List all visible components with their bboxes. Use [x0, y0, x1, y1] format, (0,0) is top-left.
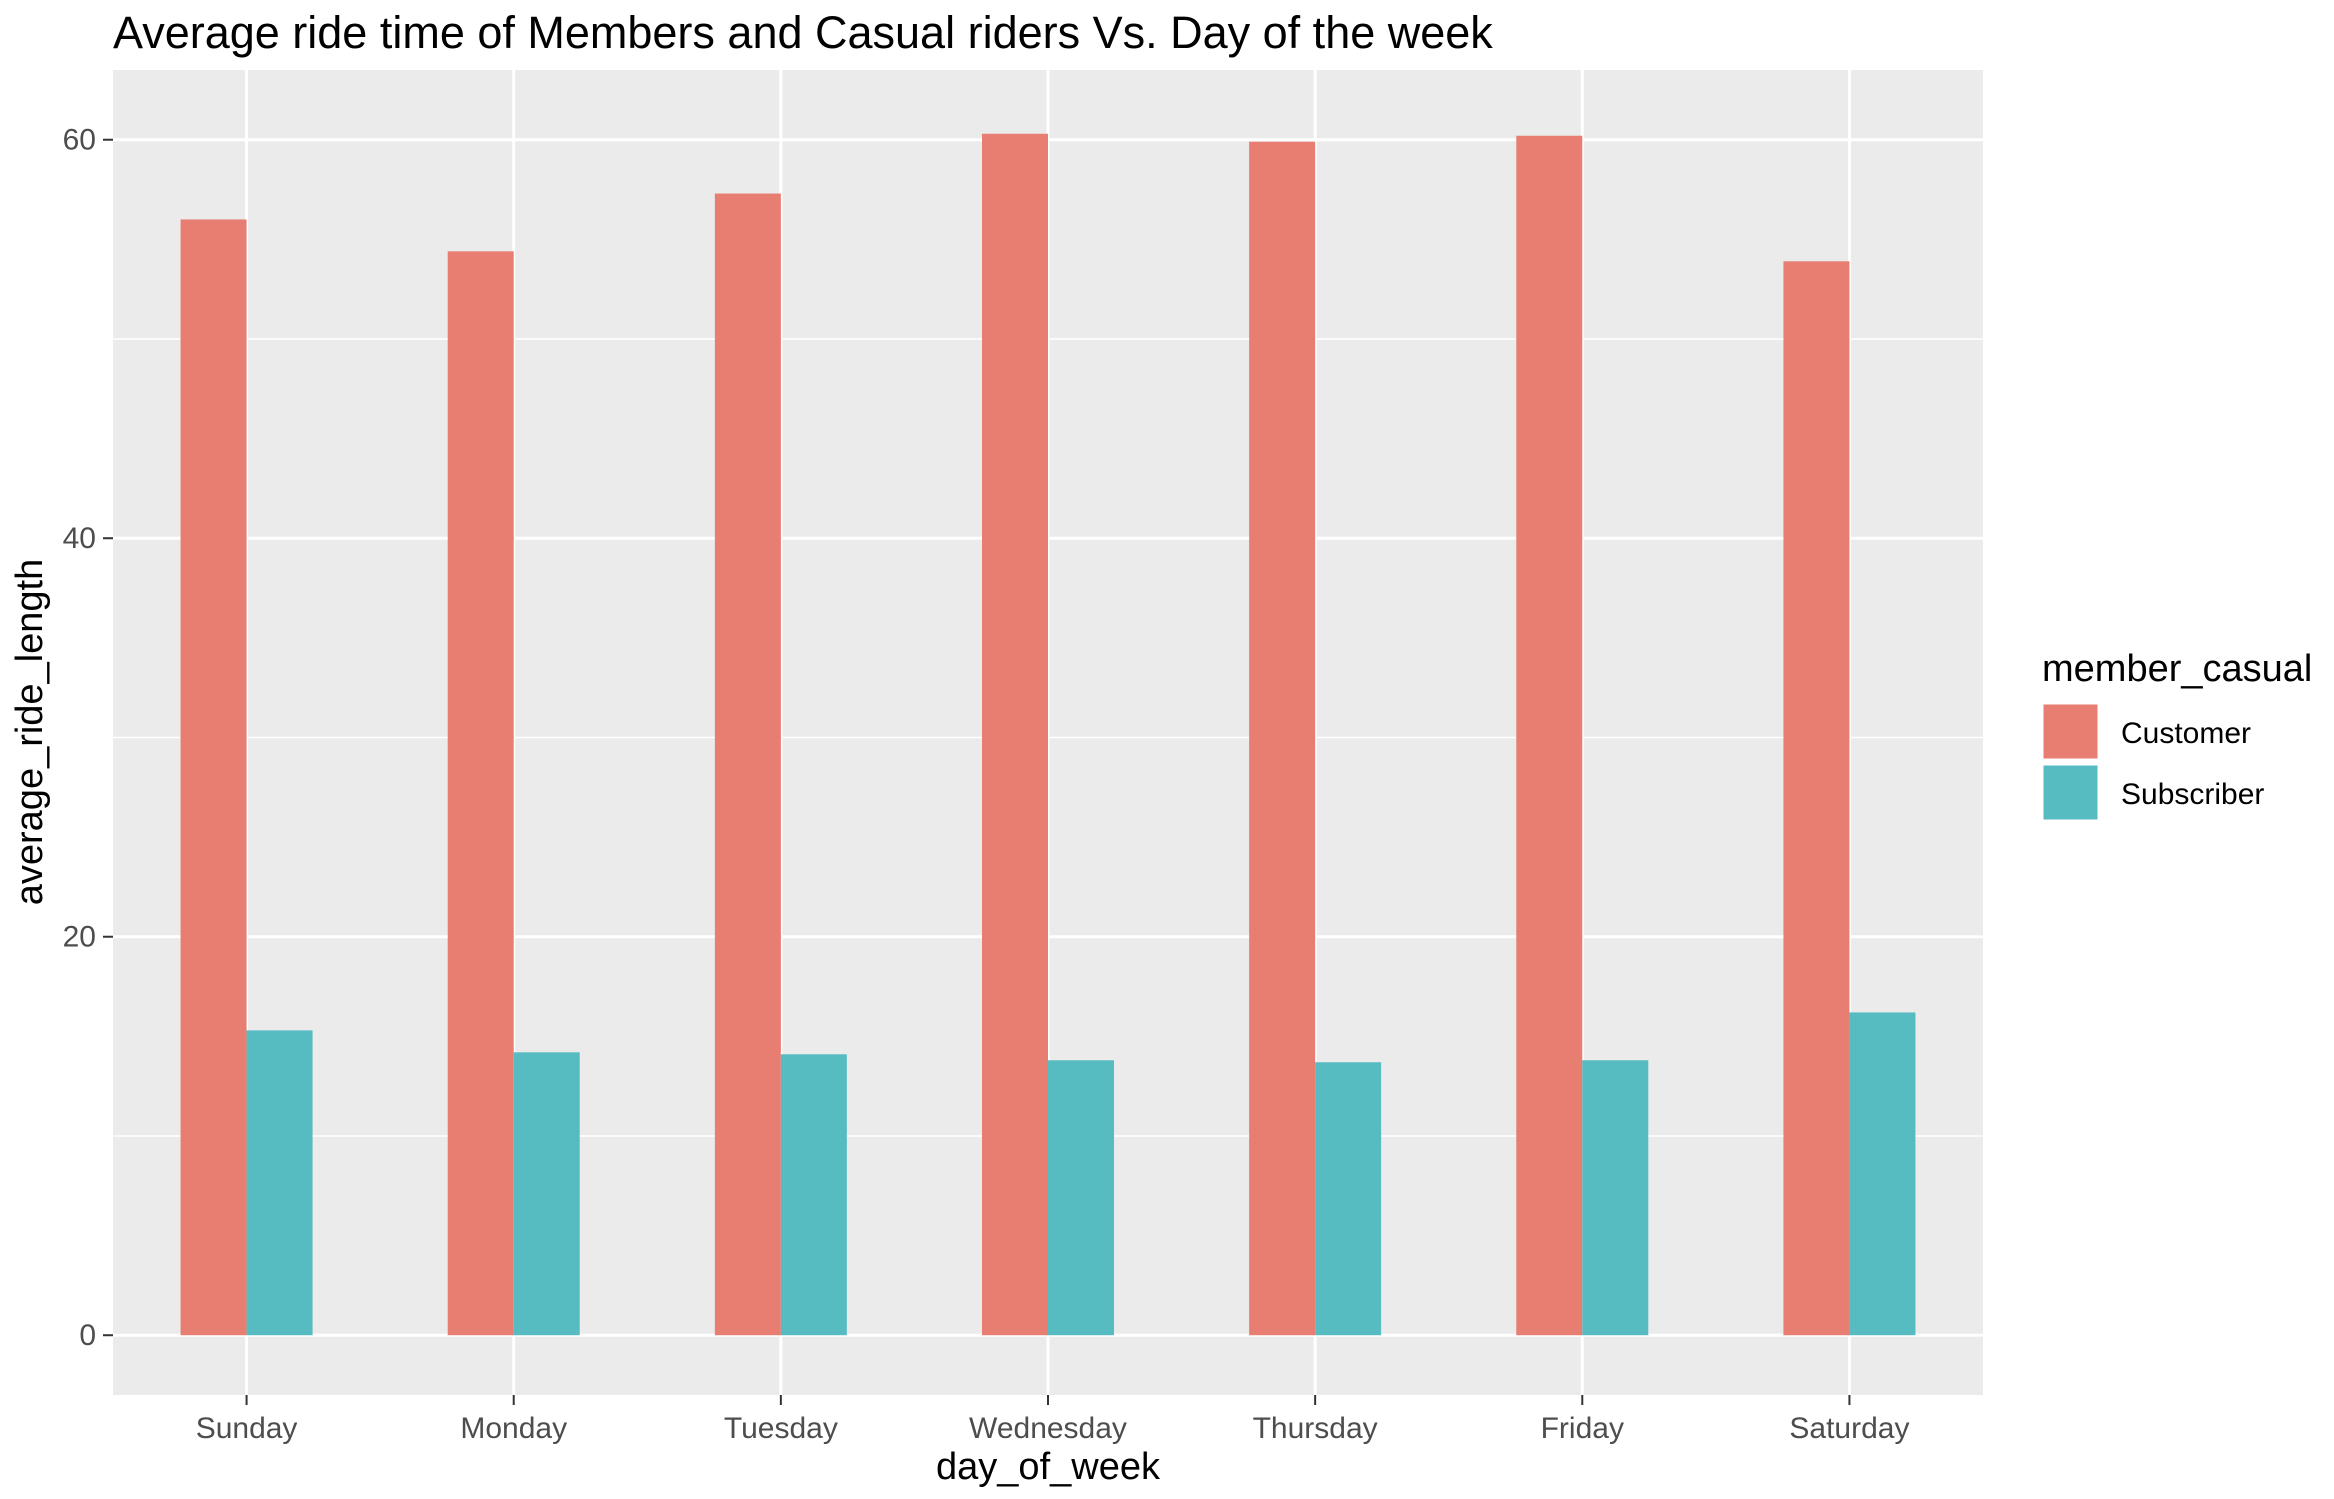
bar-subscriber-saturday: [1849, 1012, 1916, 1336]
bar-customer-saturday: [1783, 261, 1850, 1336]
x-tick-label-tuesday: Tuesday: [724, 1412, 838, 1445]
x-tick-label-monday: Monday: [460, 1412, 567, 1445]
axes-layer: 0 20 40 60 Sunday Monday Tuesday Wednesday Thurs…: [63, 124, 1910, 1445]
bar-customer-thursday: [1249, 141, 1316, 1336]
bar-customer-wednesday: [982, 133, 1048, 1336]
bar-subscriber-wednesday: [1048, 1060, 1114, 1336]
x-tick-label-saturday: Saturday: [1789, 1412, 1909, 1445]
y-tick-label: 0: [79, 1319, 96, 1352]
chart-title: Average ride time of Members and Casual …: [113, 7, 1493, 58]
y-tick-label: 40: [63, 522, 96, 555]
x-tick-label-wednesday: Wednesday: [969, 1412, 1127, 1445]
y-tick-label: 60: [63, 124, 96, 157]
bar-customer-tuesday: [714, 193, 781, 1336]
bar-subscriber-monday: [513, 1052, 580, 1336]
y-axis-title: average_ride_length: [9, 559, 51, 906]
x-tick-label-thursday: Thursday: [1253, 1412, 1378, 1445]
bar-customer-monday: [447, 251, 514, 1336]
x-tick-label-friday: Friday: [1541, 1412, 1624, 1445]
bar-customer-sunday: [180, 219, 247, 1336]
x-tick-label-sunday: Sunday: [196, 1412, 298, 1445]
legend-label-customer: Customer: [2121, 717, 2251, 750]
legend-swatch-subscriber: [2040, 762, 2101, 823]
legend: member_casual Customer Subscriber: [2040, 648, 2312, 823]
bar-subscriber-sunday: [246, 1030, 313, 1336]
bar-subscriber-friday: [1582, 1060, 1649, 1336]
legend-label-subscriber: Subscriber: [2121, 778, 2264, 811]
y-tick-label: 20: [63, 921, 96, 954]
legend-swatch-customer: [2040, 701, 2101, 762]
bar-customer-friday: [1516, 135, 1583, 1336]
bar-subscriber-thursday: [1315, 1062, 1382, 1336]
bar-subscriber-tuesday: [780, 1054, 847, 1336]
legend-items: Customer Subscriber: [2040, 701, 2264, 823]
bars-layer: [180, 133, 1916, 1336]
x-axis-title: day_of_week: [936, 1446, 1161, 1488]
legend-title: member_casual: [2042, 648, 2312, 690]
